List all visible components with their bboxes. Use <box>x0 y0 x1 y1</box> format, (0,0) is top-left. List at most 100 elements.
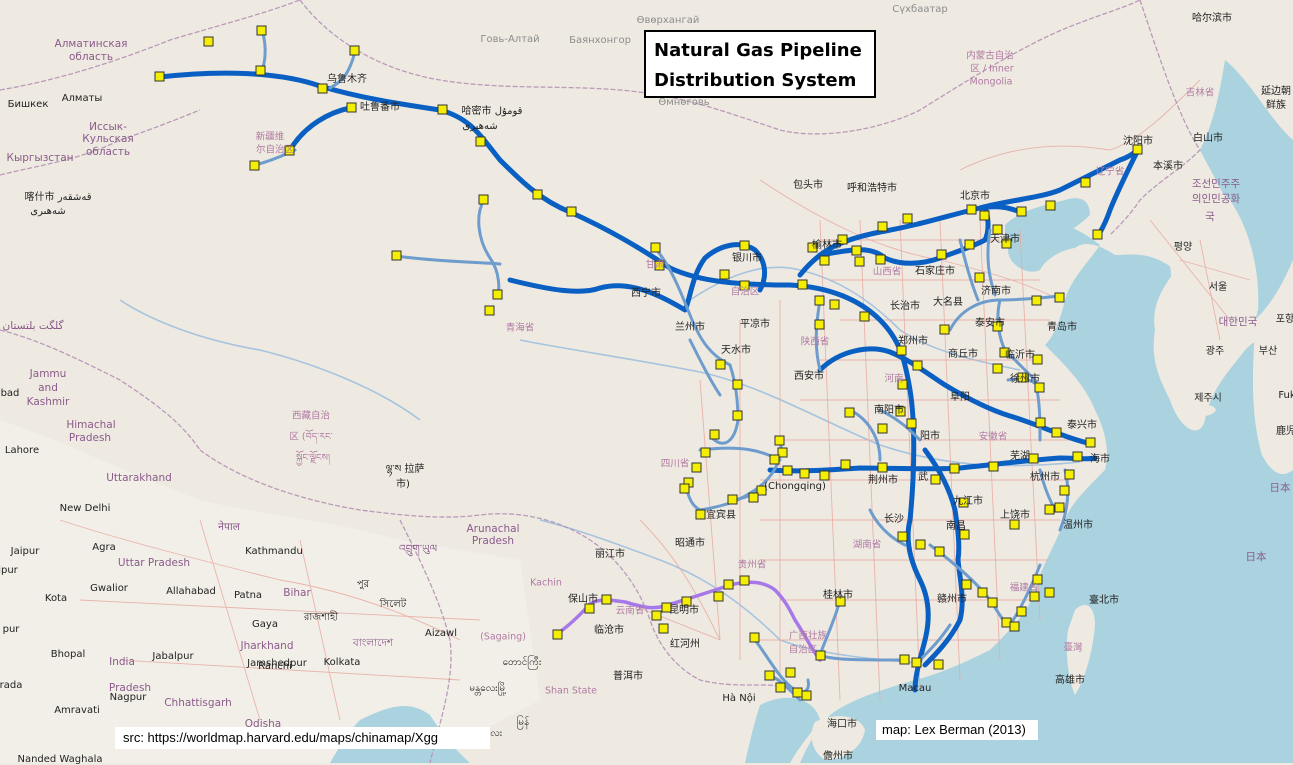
label-kunming: 昆明市 <box>669 605 699 616</box>
label-rada: rada <box>0 680 23 691</box>
label-bhutan: འབྲུག་ཡུལ <box>399 542 437 555</box>
label-nk1: 조선민주주 <box>1191 177 1241 190</box>
label-ningxia: 自治区 <box>730 286 760 298</box>
label-kashgar: 喀什市 قەشقەر <box>24 192 92 203</box>
label-bhopal: Bhopal <box>50 649 86 660</box>
label-rajshahi: রাজশাহী <box>303 612 339 623</box>
label-nagpur: Nagpur <box>109 692 147 703</box>
label-lhasa: ལྷ་ས 拉萨 <box>385 464 425 475</box>
label-issyk3: область <box>85 145 131 158</box>
label-gobi-altai: Говь-Алтай <box>480 34 540 45</box>
label-guilin: 桂林市 <box>823 590 853 601</box>
label-shanxi: 山西省 <box>872 266 902 278</box>
label-korea: 대한민국 <box>1218 315 1258 328</box>
label-almaty: Алматы <box>61 93 103 104</box>
label-taiwan: 臺灣 <box>1063 642 1083 654</box>
label-kachin: Kachin <box>530 577 562 589</box>
label-busan: 부산 <box>1258 346 1278 357</box>
north-south-river-line <box>922 447 965 668</box>
label-shijiazhuang: 石家庄市 <box>915 266 955 277</box>
label-sukhbaatar: Сүхбаатар <box>892 4 948 15</box>
label-macau: Macau <box>898 683 932 694</box>
label-gilgit: گلگت بلتستان <box>2 319 64 332</box>
source-credit: src: https://worldmap.harvard.edu/maps/c… <box>115 727 490 749</box>
label-nihon2: 日本 <box>1245 550 1267 563</box>
label-jabalpur: Jabalpur <box>152 651 194 662</box>
label-bihar: Bihar <box>283 586 311 599</box>
label-jammu3: Kashmir <box>26 395 70 408</box>
label-qingdao: 青岛市 <box>1047 322 1077 333</box>
label-jharkhand: Jharkhand <box>240 639 294 652</box>
label-issyk2: Кульская <box>82 132 134 145</box>
label-bad: bad <box>0 388 20 399</box>
label-sichuan: 四川省 <box>660 458 690 470</box>
label-changzhi: 长治市 <box>890 301 920 312</box>
label-fuyang: 阜阳 <box>950 392 970 403</box>
label-benxi: 本溪市 <box>1153 161 1183 172</box>
label-kota: Kota <box>44 593 68 604</box>
west-east-pipeline <box>157 70 931 693</box>
label-sylhet: সিলেট <box>379 599 407 610</box>
label-hami2: شەھىرى <box>462 121 498 132</box>
label-fujian: 福建省 <box>1009 582 1039 594</box>
label-pur: পুর <box>356 579 370 590</box>
gulf-of-tonkin <box>745 697 820 763</box>
label-changsha: 长沙 <box>884 514 904 525</box>
sichuan-east-line <box>767 455 1098 474</box>
label-jamshedpur: Jamshedpur <box>247 658 307 669</box>
label-linyi: 临沂市 <box>1005 350 1035 361</box>
label-bangladesh: বাংলাদেশ <box>352 636 394 649</box>
label-zhengzhou: 郑州市 <box>898 336 928 347</box>
label-guangxi2: 自治区 <box>788 644 818 656</box>
label-shenyang: 沈阳市 <box>1123 136 1153 147</box>
label-chongqing: (Chongqing) <box>764 481 826 492</box>
label-nk2: 의인민공화 <box>1191 192 1241 205</box>
label-kashgar2: شەھىرى <box>30 206 66 217</box>
label-tibet3: སྐྱོང་ལྗོངས། <box>295 452 331 464</box>
label-lanzhou: 兰州市 <box>675 322 705 333</box>
label-jammu1: Jammu <box>29 367 67 380</box>
label-issyk1: Иссык- <box>89 120 127 133</box>
label-shangqiu: 商丘市 <box>948 349 978 360</box>
label-gansu: 甘肃 <box>645 259 665 271</box>
label-lahore: Lahore <box>4 445 40 456</box>
label-qinghai: 青海省 <box>505 322 535 334</box>
label-pohang: 포항 <box>1275 314 1293 325</box>
label-guizhou: 贵州省 <box>737 559 767 571</box>
label-uttarpradesh: Uttar Pradesh <box>117 556 191 569</box>
label-xian: 西安市 <box>794 371 824 382</box>
label-allahabad: Allahabad <box>166 586 216 597</box>
label-patna: Patna <box>233 590 263 601</box>
label-pyongyang: 평양 <box>1173 242 1193 253</box>
label-yulin: 榆林市 <box>812 240 842 251</box>
label-wuhu: 芜湖 <box>1010 451 1030 462</box>
label-jeju: 제주시 <box>1194 393 1222 404</box>
label-yanji1: 延边朝 <box>1261 86 1291 97</box>
label-shanghai: 海市 <box>1090 454 1110 465</box>
label-henan: 河南 <box>884 373 904 385</box>
label-nk3: 국 <box>1205 210 1215 223</box>
label-hangzhou: 杭州市 <box>1030 472 1060 483</box>
label-lhasa2: 市) <box>396 479 410 490</box>
map-title-line-2: Distribution System <box>654 70 857 91</box>
label-wenzhou: 温州市 <box>1063 520 1093 531</box>
label-yunnan: 云南省 <box>615 605 645 617</box>
korea-peninsula <box>1149 188 1259 360</box>
label-taipei: 臺北市 <box>1089 595 1119 606</box>
label-chhattisgarh: Chhattisgarh <box>164 696 232 709</box>
label-kolkata: Kolkata <box>323 657 361 668</box>
label-india: India <box>109 655 135 668</box>
label-kyrgyzstan: Кыргызстан <box>6 151 74 164</box>
india-plain <box>0 420 540 763</box>
label-jinan: 济南市 <box>981 286 1011 297</box>
label-gwangju: 광주 <box>1205 346 1225 357</box>
qinghai-lanzhou-line <box>507 242 768 313</box>
label-seoul: 서울 <box>1208 282 1228 293</box>
label-zhaotong: 昭通市 <box>675 538 705 549</box>
sea-of-japan <box>1200 60 1293 320</box>
label-himachal1: Himachal <box>66 418 116 431</box>
label-baotou: 包头市 <box>793 180 823 191</box>
label-xinyang: 阳市 <box>920 431 940 442</box>
borders <box>0 0 1201 763</box>
